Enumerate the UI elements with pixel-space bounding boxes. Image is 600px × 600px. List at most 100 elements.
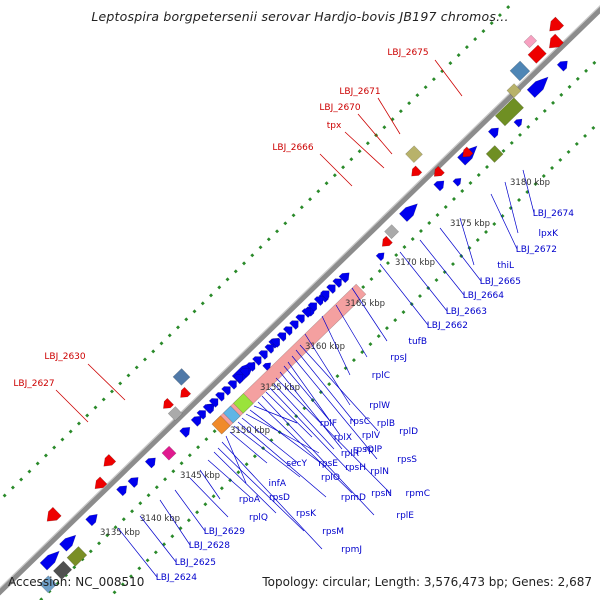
- forward-gene-label: rpmJ: [341, 545, 362, 555]
- forward-gene-label: LBJ_2664: [463, 291, 505, 301]
- far-dot: [484, 230, 488, 234]
- leader-line: [139, 515, 177, 563]
- magenta-feature: [161, 445, 177, 461]
- forward-cds: [221, 386, 231, 396]
- forward-cds: [326, 284, 336, 294]
- far-dot: [120, 582, 125, 587]
- forward-cds: [289, 320, 299, 330]
- gray-feature: [384, 224, 400, 240]
- forward-gene-label: LBJ_2672: [516, 245, 557, 255]
- outer-dot: [423, 85, 428, 90]
- inner-dot: [452, 197, 456, 201]
- reverse-cds: [103, 453, 117, 467]
- outer-dot: [299, 205, 304, 210]
- forward-gene-label: rpmC: [406, 489, 430, 499]
- olive-feature: [485, 145, 504, 163]
- outer-dot: [118, 381, 123, 386]
- forward-gene-label: rpsM: [322, 527, 344, 537]
- forward-cds: [338, 272, 350, 284]
- leader-line: [217, 447, 305, 532]
- leader-line: [253, 405, 298, 424]
- leader-line: [419, 239, 465, 296]
- forward-cds: [144, 457, 156, 469]
- leader-line: [233, 425, 301, 478]
- far-dot: [203, 502, 208, 507]
- outer-dot: [68, 429, 73, 434]
- topology-label: Topology: circular; Length: 3,576,473 bp…: [262, 575, 592, 589]
- far-dot: [186, 518, 191, 523]
- forward-gene-label: rplC: [372, 371, 390, 381]
- outer-dot: [283, 221, 288, 226]
- forward-gene-label: tufB: [408, 337, 427, 347]
- scale-label: 3175 kbp: [450, 219, 490, 229]
- outer-dot: [357, 149, 362, 154]
- leader-line: [295, 349, 356, 424]
- forward-gene-label: rpsE: [318, 459, 338, 469]
- forward-gene-label: rplN: [370, 467, 389, 477]
- forward-cds: [307, 302, 318, 312]
- forward-cds: [433, 180, 445, 192]
- outer-dot: [415, 93, 420, 98]
- forward-cds: [196, 410, 206, 420]
- leader-line: [241, 417, 299, 464]
- reverse-gene-label: LBJ_2630: [44, 352, 86, 362]
- leader-line: [87, 363, 126, 401]
- forward-gene-label: rpsS: [397, 455, 417, 465]
- outer-dot: [76, 421, 81, 426]
- outer-dot: [101, 397, 106, 402]
- outer-dot: [200, 301, 205, 306]
- forward-gene-label: rpsK: [296, 509, 317, 519]
- forward-gene-label: rplF: [320, 419, 337, 429]
- far-dot: [475, 238, 480, 243]
- inner-dot: [88, 549, 93, 554]
- outer-dot: [159, 341, 164, 346]
- outer-dot: [192, 309, 197, 314]
- far-dot: [418, 294, 422, 299]
- outer-dot: [209, 293, 213, 298]
- inner-dot: [534, 116, 539, 121]
- forward-gene-label: rpsD: [269, 493, 290, 503]
- leader-line: [207, 459, 251, 498]
- forward-cds: [202, 404, 213, 414]
- inner-dot: [39, 597, 44, 600]
- reverse-cds: [94, 476, 108, 490]
- forward-gene-label: rplB: [377, 419, 395, 429]
- scale-label: 3155 kbp: [260, 383, 300, 393]
- reverse-cds: [548, 33, 564, 49]
- olive-feature: [494, 97, 524, 127]
- inner-dot: [501, 148, 506, 153]
- inner-dot: [460, 189, 465, 193]
- far-dot: [285, 422, 290, 427]
- forward-gene-label: LBJ_2625: [175, 558, 216, 568]
- far-dot: [517, 198, 522, 202]
- inner-dot: [171, 469, 176, 474]
- leader-line: [335, 304, 368, 358]
- forward-gene-label: rplX: [334, 433, 352, 443]
- scale-label: 3165 kbp: [345, 299, 385, 309]
- forward-gene-label: secY: [286, 459, 307, 469]
- forward-cds: [208, 398, 219, 408]
- far-dot: [401, 310, 406, 315]
- scale-label: 3150 kbp: [230, 426, 270, 436]
- leader-line: [504, 181, 519, 234]
- forward-cds: [295, 314, 305, 324]
- outer-dot: [431, 77, 436, 82]
- scale-label: 3180 kbp: [510, 178, 550, 188]
- outer-dot: [35, 461, 40, 466]
- outer-dot: [109, 389, 114, 394]
- far-dot: [550, 165, 555, 170]
- far-dot: [566, 149, 571, 154]
- far-dot: [318, 390, 323, 395]
- leader-line: [159, 499, 191, 546]
- leader-line: [283, 365, 331, 422]
- leader-line: [319, 153, 353, 187]
- far-dot: [533, 181, 538, 186]
- forward-gene-label: rpsJ: [390, 353, 407, 363]
- reverse-cds: [433, 165, 445, 177]
- forward-gene-label: rpsQ: [353, 445, 374, 455]
- leader-line: [174, 489, 206, 532]
- outer-dot: [464, 45, 469, 50]
- leader-line: [257, 401, 353, 494]
- far-dot: [294, 414, 299, 419]
